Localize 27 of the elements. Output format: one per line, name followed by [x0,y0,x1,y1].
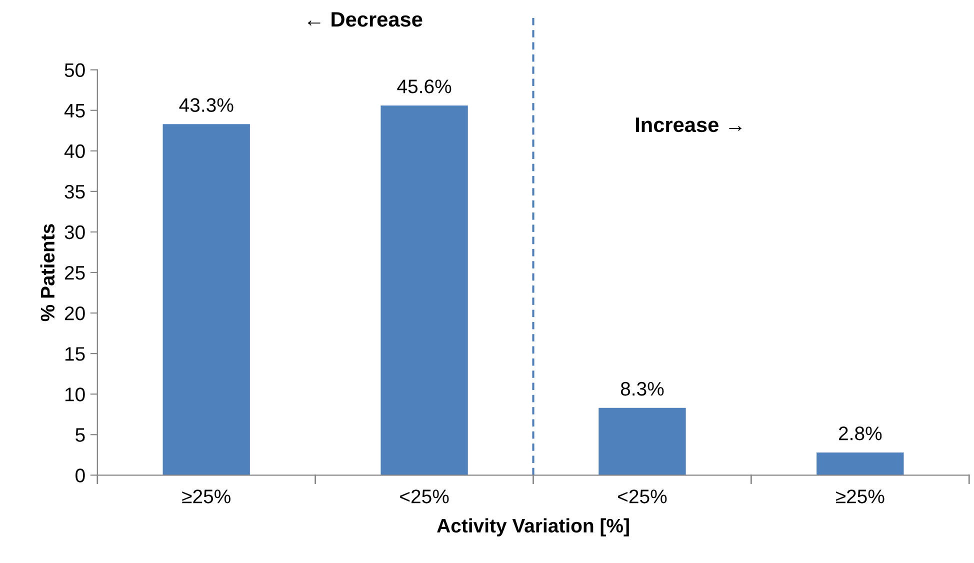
data-label: 2.8% [838,426,882,440]
y-tick-label: 10 [65,388,85,402]
bar [162,124,250,476]
y-tick-label: 35 [64,184,85,199]
y-tick-label: 0 [76,468,85,482]
data-label: 8.3% [620,382,664,396]
bar [380,105,468,476]
y-tick-label: 25 [64,266,85,280]
y-tick-label: 5 [76,428,85,442]
y-tick-label: 15 [65,347,85,361]
text: ← Decrease [308,12,422,27]
data-label: 43.3% [179,98,234,112]
x-tick-label: <25% [618,490,667,504]
y-tick-label: 45 [64,104,85,118]
x-tick-label: ≥25% [836,490,884,504]
bar [816,452,904,476]
y-tick-label: 30 [64,225,85,240]
annotation: Increase → [636,118,742,132]
x-tick-label: <25% [400,490,449,504]
y-tick-label: 50 [64,63,85,78]
y-axis-title: % Patients [40,224,55,322]
x-tick-label: ≥25% [182,490,230,504]
bar [598,408,686,476]
x-axis-title: Activity Variation [%] [437,518,629,536]
data-label: 45.6% [397,80,452,94]
y-tick-label: 40 [64,144,85,158]
y-tick-label: 20 [64,306,85,320]
